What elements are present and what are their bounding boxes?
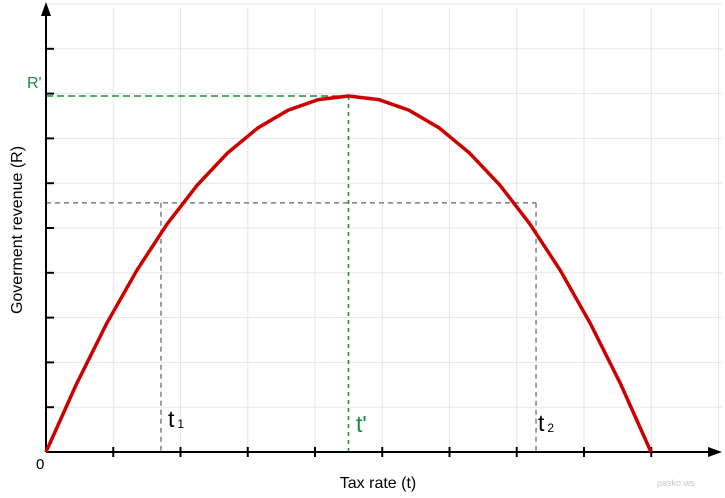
axes xyxy=(41,2,722,457)
guide-lines xyxy=(46,95,537,452)
y-axis-label: Goverment revenue (R) xyxy=(9,146,26,314)
x-axis-arrow xyxy=(708,447,722,457)
t2-main: t xyxy=(538,410,545,436)
t2-subscript: 2 xyxy=(547,421,554,435)
peak-revenue-label: R' xyxy=(27,75,42,92)
y-axis-arrow xyxy=(41,2,51,16)
t1-main: t xyxy=(168,406,175,432)
watermark: pasko.ws xyxy=(657,478,695,488)
peak-rate-label: t' xyxy=(356,411,367,437)
axis-ticks xyxy=(46,47,653,457)
x-axis-label: Tax rate (t) xyxy=(340,475,416,492)
origin-label: 0 xyxy=(36,456,44,473)
revenue-curve xyxy=(44,94,653,453)
t1-subscript: 1 xyxy=(177,417,184,431)
grid-lines xyxy=(46,3,722,452)
